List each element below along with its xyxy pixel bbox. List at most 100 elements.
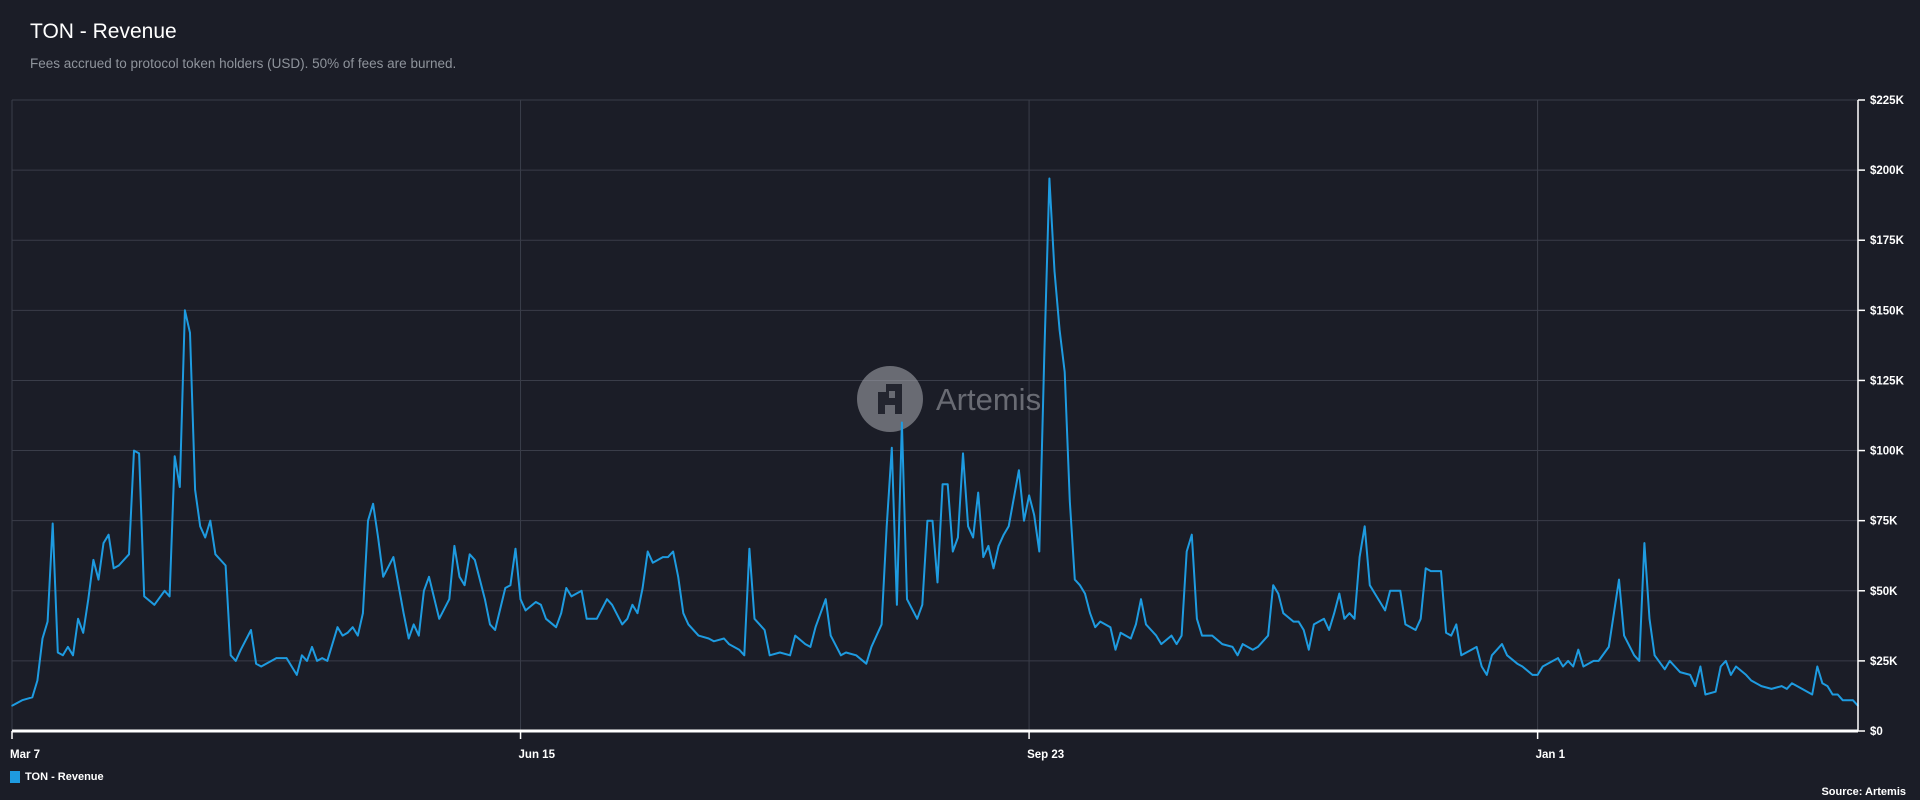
data-point xyxy=(1506,654,1508,657)
data-point xyxy=(1836,693,1839,696)
data-point xyxy=(728,643,730,645)
data-point xyxy=(1348,612,1351,614)
data-point xyxy=(377,536,379,539)
data-point xyxy=(896,604,898,606)
y-tick-label: $225K xyxy=(1870,95,1905,107)
data-point xyxy=(1185,550,1188,553)
data-point xyxy=(1155,634,1157,637)
data-point xyxy=(1450,634,1452,637)
data-point xyxy=(31,696,34,699)
data-point xyxy=(824,598,827,600)
y-tick-label: $150K xyxy=(1870,305,1905,317)
data-point xyxy=(82,632,84,634)
data-point xyxy=(936,581,939,584)
data-point xyxy=(1252,648,1254,651)
data-point xyxy=(474,559,476,561)
y-tick-label: $200K xyxy=(1870,165,1905,177)
data-point xyxy=(1516,662,1519,665)
data-point xyxy=(1831,693,1834,696)
data-point xyxy=(1160,643,1163,645)
data-point xyxy=(560,612,562,614)
data-point xyxy=(1780,685,1783,687)
data-point xyxy=(1562,665,1564,668)
data-point xyxy=(16,702,18,704)
data-point xyxy=(1623,634,1625,637)
data-point xyxy=(118,564,120,567)
data-point xyxy=(1196,618,1198,620)
data-point xyxy=(901,421,903,424)
data-point xyxy=(1470,648,1473,651)
data-point xyxy=(1180,634,1183,637)
data-point xyxy=(1475,646,1478,648)
data-point xyxy=(845,651,847,654)
data-point xyxy=(946,483,949,486)
data-point xyxy=(1399,590,1402,592)
data-point xyxy=(1333,612,1335,614)
data-point xyxy=(931,519,934,522)
data-point xyxy=(367,519,369,522)
data-point xyxy=(453,545,456,547)
chart-subtitle: Fees accrued to protocol token holders (… xyxy=(30,56,457,71)
data-point xyxy=(1501,643,1503,645)
legend[interactable]: TON - Revenue xyxy=(10,771,104,783)
data-point xyxy=(738,648,740,651)
data-point xyxy=(285,657,288,659)
data-point xyxy=(1679,671,1681,673)
data-point xyxy=(1130,637,1132,640)
data-point xyxy=(789,654,791,657)
data-point xyxy=(1414,629,1417,631)
data-point xyxy=(585,618,588,620)
data-point xyxy=(804,643,807,645)
data-point xyxy=(168,595,171,598)
data-point xyxy=(1552,660,1554,662)
data-point xyxy=(326,660,329,662)
data-point xyxy=(290,665,293,668)
data-point xyxy=(51,522,54,525)
data-point xyxy=(926,519,929,522)
data-point xyxy=(570,595,573,598)
data-point xyxy=(519,598,522,600)
data-point xyxy=(1455,623,1458,626)
data-point xyxy=(468,553,471,556)
data-point xyxy=(204,536,206,539)
data-point xyxy=(768,654,771,657)
data-point xyxy=(972,536,974,539)
data-point xyxy=(906,598,908,600)
data-point xyxy=(260,665,263,668)
data-point xyxy=(1643,542,1646,544)
data-point xyxy=(21,699,24,701)
data-point xyxy=(1363,525,1366,528)
data-point xyxy=(763,629,766,631)
data-point xyxy=(565,587,568,589)
data-point xyxy=(1486,674,1488,676)
legend-label: TON - Revenue xyxy=(25,771,104,783)
data-point xyxy=(1816,665,1819,668)
data-point xyxy=(967,525,969,528)
series-layer xyxy=(11,177,1859,707)
data-point xyxy=(662,556,664,558)
data-point xyxy=(1389,590,1391,592)
data-point xyxy=(199,525,201,528)
x-tick-label: Jun 15 xyxy=(519,749,556,761)
data-point xyxy=(753,618,756,620)
data-point xyxy=(1145,623,1147,626)
data-point xyxy=(128,553,130,556)
data-point xyxy=(392,556,395,558)
data-point xyxy=(102,542,105,544)
data-point xyxy=(697,634,700,637)
data-point xyxy=(1384,609,1386,612)
data-point xyxy=(1536,674,1539,676)
watermark-text: Artemis xyxy=(936,382,1041,417)
data-point xyxy=(1821,682,1824,685)
data-point xyxy=(1613,612,1615,614)
data-point xyxy=(1211,634,1213,637)
data-point xyxy=(865,662,868,665)
data-point xyxy=(1608,646,1610,648)
data-point xyxy=(275,657,278,659)
data-point xyxy=(1140,598,1142,600)
data-point xyxy=(1694,685,1697,687)
data-point xyxy=(1201,634,1203,637)
data-point xyxy=(957,536,959,539)
data-point xyxy=(1404,623,1407,626)
y-tick-label: $125K xyxy=(1870,375,1905,387)
